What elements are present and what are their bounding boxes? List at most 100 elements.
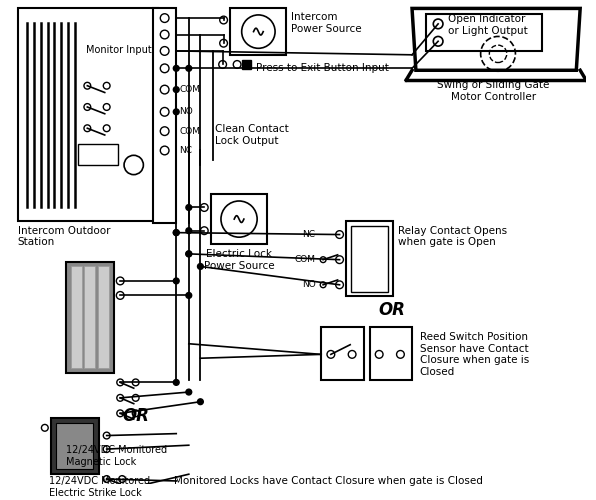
Circle shape: [336, 256, 343, 264]
Circle shape: [219, 60, 226, 68]
Circle shape: [200, 227, 208, 234]
Bar: [321, 328, 364, 380]
Circle shape: [173, 66, 179, 71]
Circle shape: [119, 476, 126, 482]
Circle shape: [103, 490, 110, 497]
Circle shape: [375, 350, 383, 358]
Circle shape: [327, 350, 335, 358]
Bar: [57, 423, 93, 470]
Circle shape: [117, 394, 123, 401]
Circle shape: [433, 36, 443, 46]
Circle shape: [186, 292, 192, 298]
Circle shape: [84, 82, 91, 89]
Text: COM: COM: [294, 255, 315, 264]
Bar: [211, 194, 267, 244]
Circle shape: [84, 125, 91, 132]
Circle shape: [160, 127, 169, 136]
Circle shape: [336, 281, 343, 288]
Circle shape: [42, 424, 48, 431]
Circle shape: [116, 277, 124, 285]
Circle shape: [160, 146, 169, 155]
Text: COM: COM: [179, 126, 200, 136]
Circle shape: [186, 204, 192, 210]
Circle shape: [173, 380, 179, 386]
Circle shape: [160, 85, 169, 94]
Text: Relay Contact Opens
when gate is Open: Relay Contact Opens when gate is Open: [398, 226, 507, 248]
Text: NO: NO: [179, 108, 193, 116]
Circle shape: [396, 350, 404, 358]
Text: Intercom Outdoor
Station: Intercom Outdoor Station: [18, 226, 110, 248]
Circle shape: [117, 379, 123, 386]
Circle shape: [320, 257, 326, 262]
Circle shape: [160, 14, 169, 22]
Circle shape: [160, 64, 169, 72]
Circle shape: [117, 410, 123, 416]
Bar: [85, 266, 95, 368]
Text: Open Indicator
or Light Output: Open Indicator or Light Output: [448, 14, 527, 36]
Circle shape: [173, 278, 179, 284]
Text: Reed Switch Position
Sensor have Contact
Closure when gate is
Closed: Reed Switch Position Sensor have Contact…: [420, 332, 529, 377]
Text: Monitored Locks have Contact Closure when gate is Closed: Monitored Locks have Contact Closure whe…: [174, 476, 483, 486]
Text: OR: OR: [122, 407, 149, 425]
Text: OR: OR: [378, 301, 405, 319]
Circle shape: [173, 86, 179, 92]
Circle shape: [186, 251, 192, 257]
Circle shape: [186, 228, 192, 234]
Text: Press to Exit Button Input: Press to Exit Button Input: [256, 62, 389, 72]
Circle shape: [132, 410, 139, 416]
Circle shape: [186, 251, 192, 257]
Text: 12/24VDC Monitored
Magnetic Lock: 12/24VDC Monitored Magnetic Lock: [66, 445, 167, 467]
Bar: [77, 144, 118, 165]
Text: NO: NO: [302, 280, 315, 289]
Circle shape: [160, 108, 169, 116]
Circle shape: [200, 204, 208, 212]
Circle shape: [132, 394, 139, 401]
Circle shape: [103, 476, 110, 482]
Circle shape: [242, 15, 275, 48]
Bar: [18, 8, 158, 221]
Circle shape: [173, 230, 179, 235]
Circle shape: [160, 30, 169, 39]
Circle shape: [186, 389, 192, 395]
Circle shape: [103, 432, 110, 439]
Text: 12/24VDC Monitored
Electric Strike Lock: 12/24VDC Monitored Electric Strike Lock: [49, 476, 150, 498]
Text: NC: NC: [302, 230, 315, 239]
Circle shape: [103, 446, 110, 452]
Circle shape: [103, 125, 110, 132]
Text: Intercom
Power Source: Intercom Power Source: [291, 12, 362, 34]
Circle shape: [124, 156, 144, 174]
Text: Swing or Sliding Gate
Motor Controller: Swing or Sliding Gate Motor Controller: [437, 80, 550, 102]
Text: Clean Contact
Lock Output: Clean Contact Lock Output: [215, 124, 288, 146]
Circle shape: [220, 40, 228, 47]
Circle shape: [197, 399, 203, 404]
Bar: [153, 8, 176, 223]
Circle shape: [119, 490, 126, 497]
Circle shape: [220, 16, 228, 24]
Bar: [242, 60, 251, 70]
Circle shape: [197, 264, 203, 270]
Text: Electric Lock
Power Source: Electric Lock Power Source: [204, 249, 274, 270]
Bar: [51, 418, 99, 474]
Circle shape: [103, 82, 110, 89]
Circle shape: [173, 230, 179, 235]
Circle shape: [160, 46, 169, 56]
Circle shape: [320, 282, 326, 288]
Circle shape: [348, 350, 356, 358]
Bar: [71, 266, 82, 368]
Polygon shape: [412, 8, 580, 70]
Circle shape: [132, 379, 139, 386]
Bar: [351, 226, 388, 292]
Circle shape: [221, 201, 257, 237]
Circle shape: [336, 230, 343, 238]
Circle shape: [103, 104, 110, 110]
Circle shape: [84, 104, 91, 110]
Bar: [231, 8, 287, 55]
Bar: [370, 328, 412, 380]
Circle shape: [116, 292, 124, 300]
Circle shape: [173, 109, 179, 114]
Text: NC: NC: [179, 146, 192, 155]
Circle shape: [433, 19, 443, 28]
Bar: [98, 266, 108, 368]
Text: Monitor Input: Monitor Input: [86, 45, 152, 55]
Circle shape: [233, 60, 241, 68]
